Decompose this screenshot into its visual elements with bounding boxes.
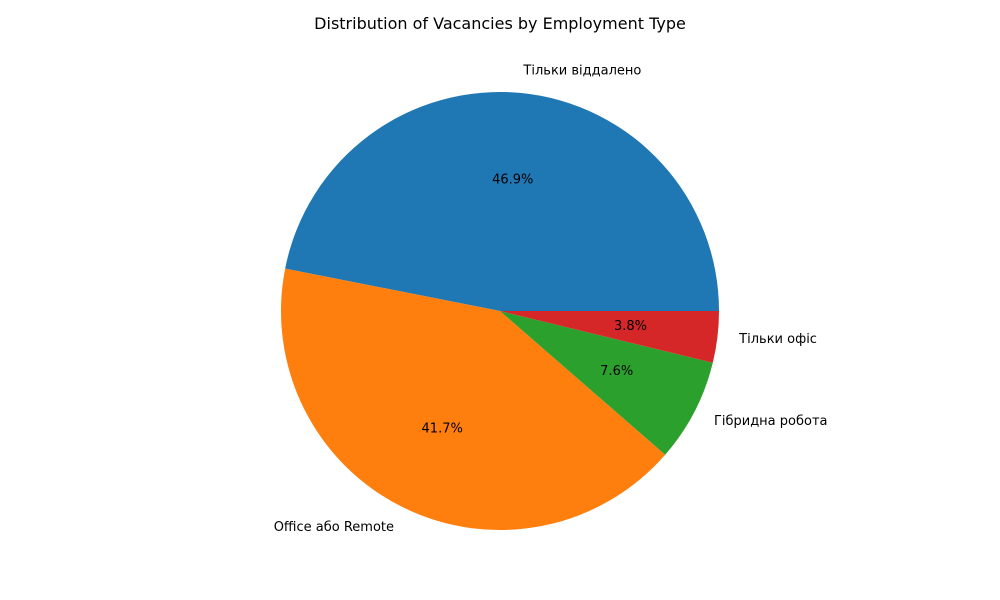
pie-slice-1	[285, 92, 719, 312]
slice-percent-3: 7.6%	[600, 364, 633, 379]
chart-title: Distribution of Vacancies by Employment …	[314, 14, 686, 33]
pie-slice-4	[500, 311, 719, 363]
slice-label-2: Office або Remote	[274, 520, 394, 535]
slice-label-3: Гібридна робота	[714, 414, 828, 429]
pie-slices	[281, 92, 719, 530]
pie-slice-2	[281, 268, 666, 530]
slice-percent-1: 46.9%	[492, 173, 533, 188]
pie-slice-3	[500, 311, 713, 455]
slice-label-4: Тільки офіс	[738, 332, 817, 347]
slice-percent-4: 3.8%	[614, 319, 647, 334]
pie-labels: Тільки віддалено 46.9% Office або Remote 41…	[274, 64, 828, 535]
slice-label-1: Тільки віддалено	[522, 64, 641, 79]
slice-percent-2: 41.7%	[422, 422, 463, 437]
